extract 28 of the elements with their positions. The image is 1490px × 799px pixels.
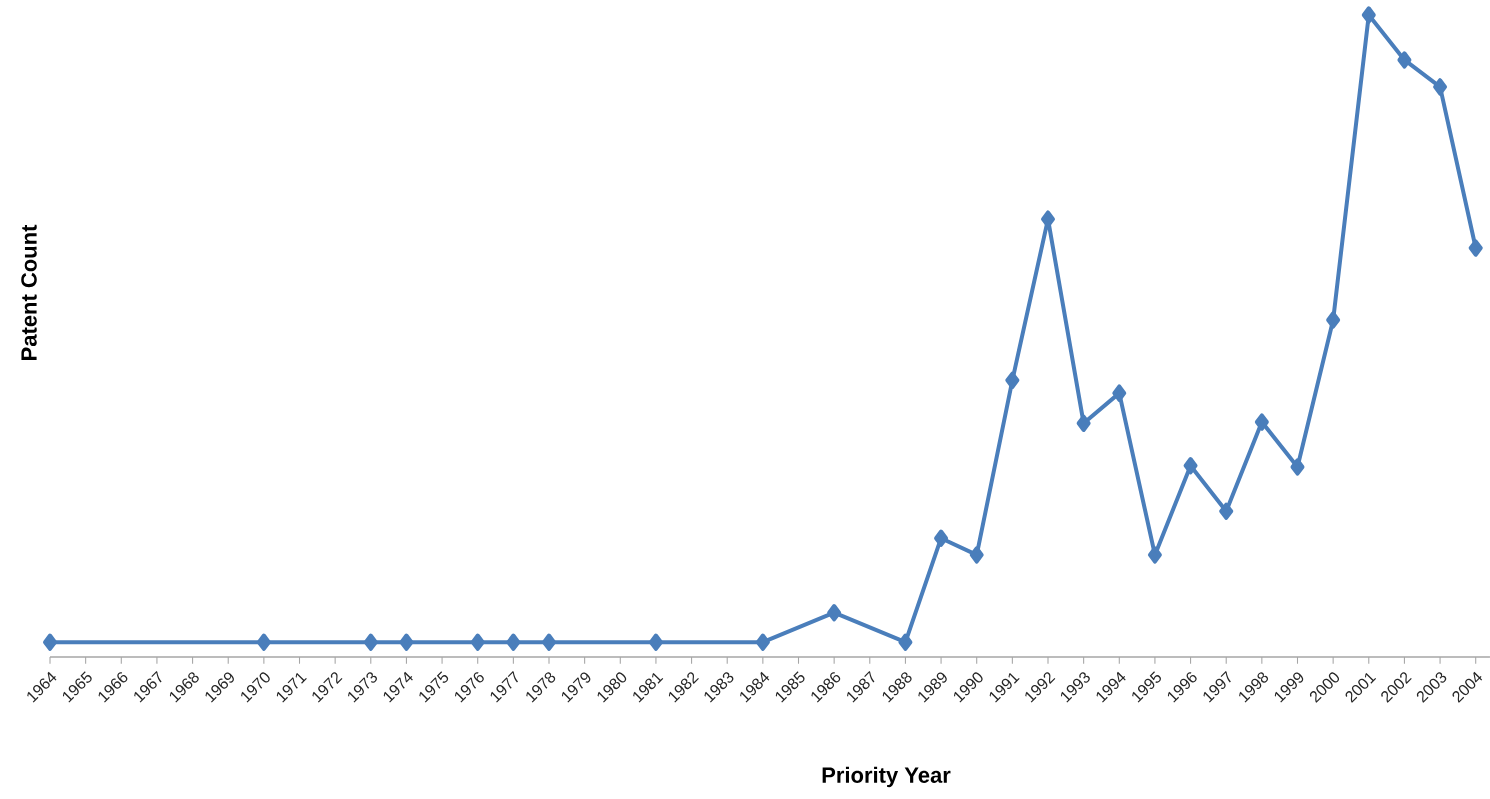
point [1397, 51, 1412, 69]
point [256, 633, 271, 651]
point [969, 546, 984, 564]
point [43, 633, 58, 651]
point [1326, 311, 1341, 329]
point [542, 633, 556, 651]
point [898, 633, 913, 651]
point [1290, 458, 1305, 476]
point [1468, 239, 1483, 257]
point [363, 633, 378, 651]
point [934, 529, 949, 547]
y-axis-title: Patent Count [21, 224, 37, 360]
point [1219, 502, 1234, 520]
point [1005, 371, 1020, 389]
x-axis-title: Priority Year [822, 766, 951, 788]
point [755, 633, 770, 651]
point [399, 633, 414, 651]
point [1112, 384, 1127, 402]
point [827, 604, 842, 622]
point [1433, 78, 1448, 96]
point [1361, 6, 1376, 24]
point [470, 633, 485, 651]
point [1076, 414, 1091, 432]
point [1254, 413, 1269, 431]
point [648, 633, 663, 651]
point [1183, 457, 1198, 475]
point [1147, 546, 1162, 564]
point [506, 633, 521, 651]
